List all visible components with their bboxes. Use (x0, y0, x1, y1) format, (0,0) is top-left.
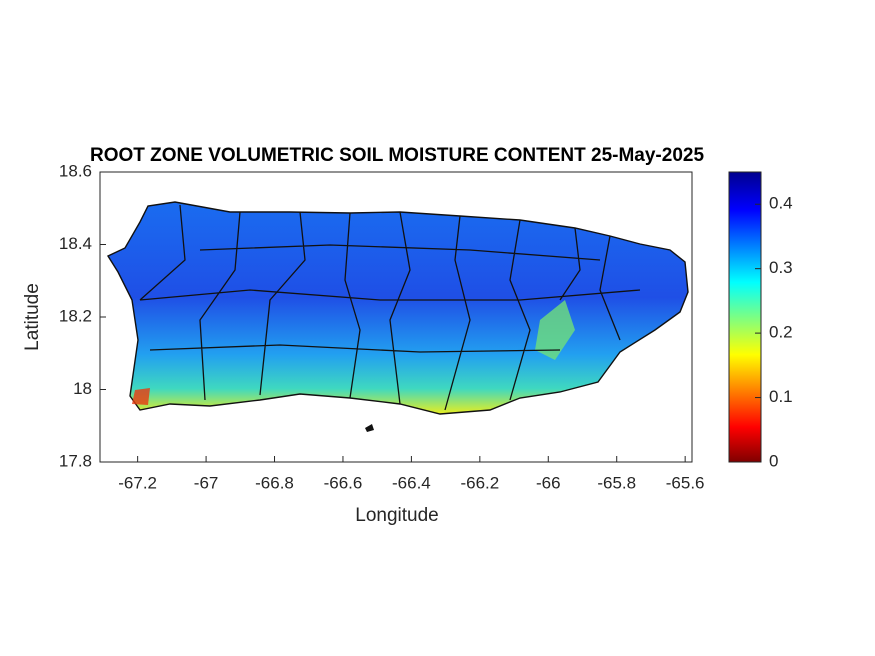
y-tick-label: 18 (73, 379, 92, 398)
colorbar-tick-label: 0.3 (769, 258, 793, 277)
x-tick-label: -65.6 (666, 473, 705, 492)
y-tick-label: 18.2 (59, 306, 92, 325)
island (106, 201, 689, 432)
colorbar-tick-label: 0.2 (769, 323, 793, 342)
x-tick-label: -66.2 (460, 473, 499, 492)
x-tick-label: -66.8 (255, 473, 294, 492)
colorbar-tick-label: 0.4 (769, 194, 793, 213)
x-tick-label: -65.8 (597, 473, 636, 492)
colorbar-tick-label: 0.1 (769, 387, 793, 406)
y-tick-label: 18.6 (59, 161, 92, 180)
x-tick-label: -66.4 (392, 473, 431, 492)
y-tick-label: 17.8 (59, 451, 92, 470)
x-tick-label: -67.2 (118, 473, 157, 492)
chart-title: ROOT ZONE VOLUMETRIC SOIL MOISTURE CONTE… (90, 145, 704, 166)
x-tick-label: -66.6 (324, 473, 363, 492)
y-tick-label: 18.4 (59, 234, 92, 253)
colorbar-tick-label: 0 (769, 451, 778, 470)
colorbar (728, 171, 762, 463)
y-axis-label: Latitude (22, 283, 43, 351)
x-tick-label: -67 (194, 473, 219, 492)
x-tick-label: -66 (536, 473, 561, 492)
x-axis-label: Longitude (355, 505, 438, 526)
